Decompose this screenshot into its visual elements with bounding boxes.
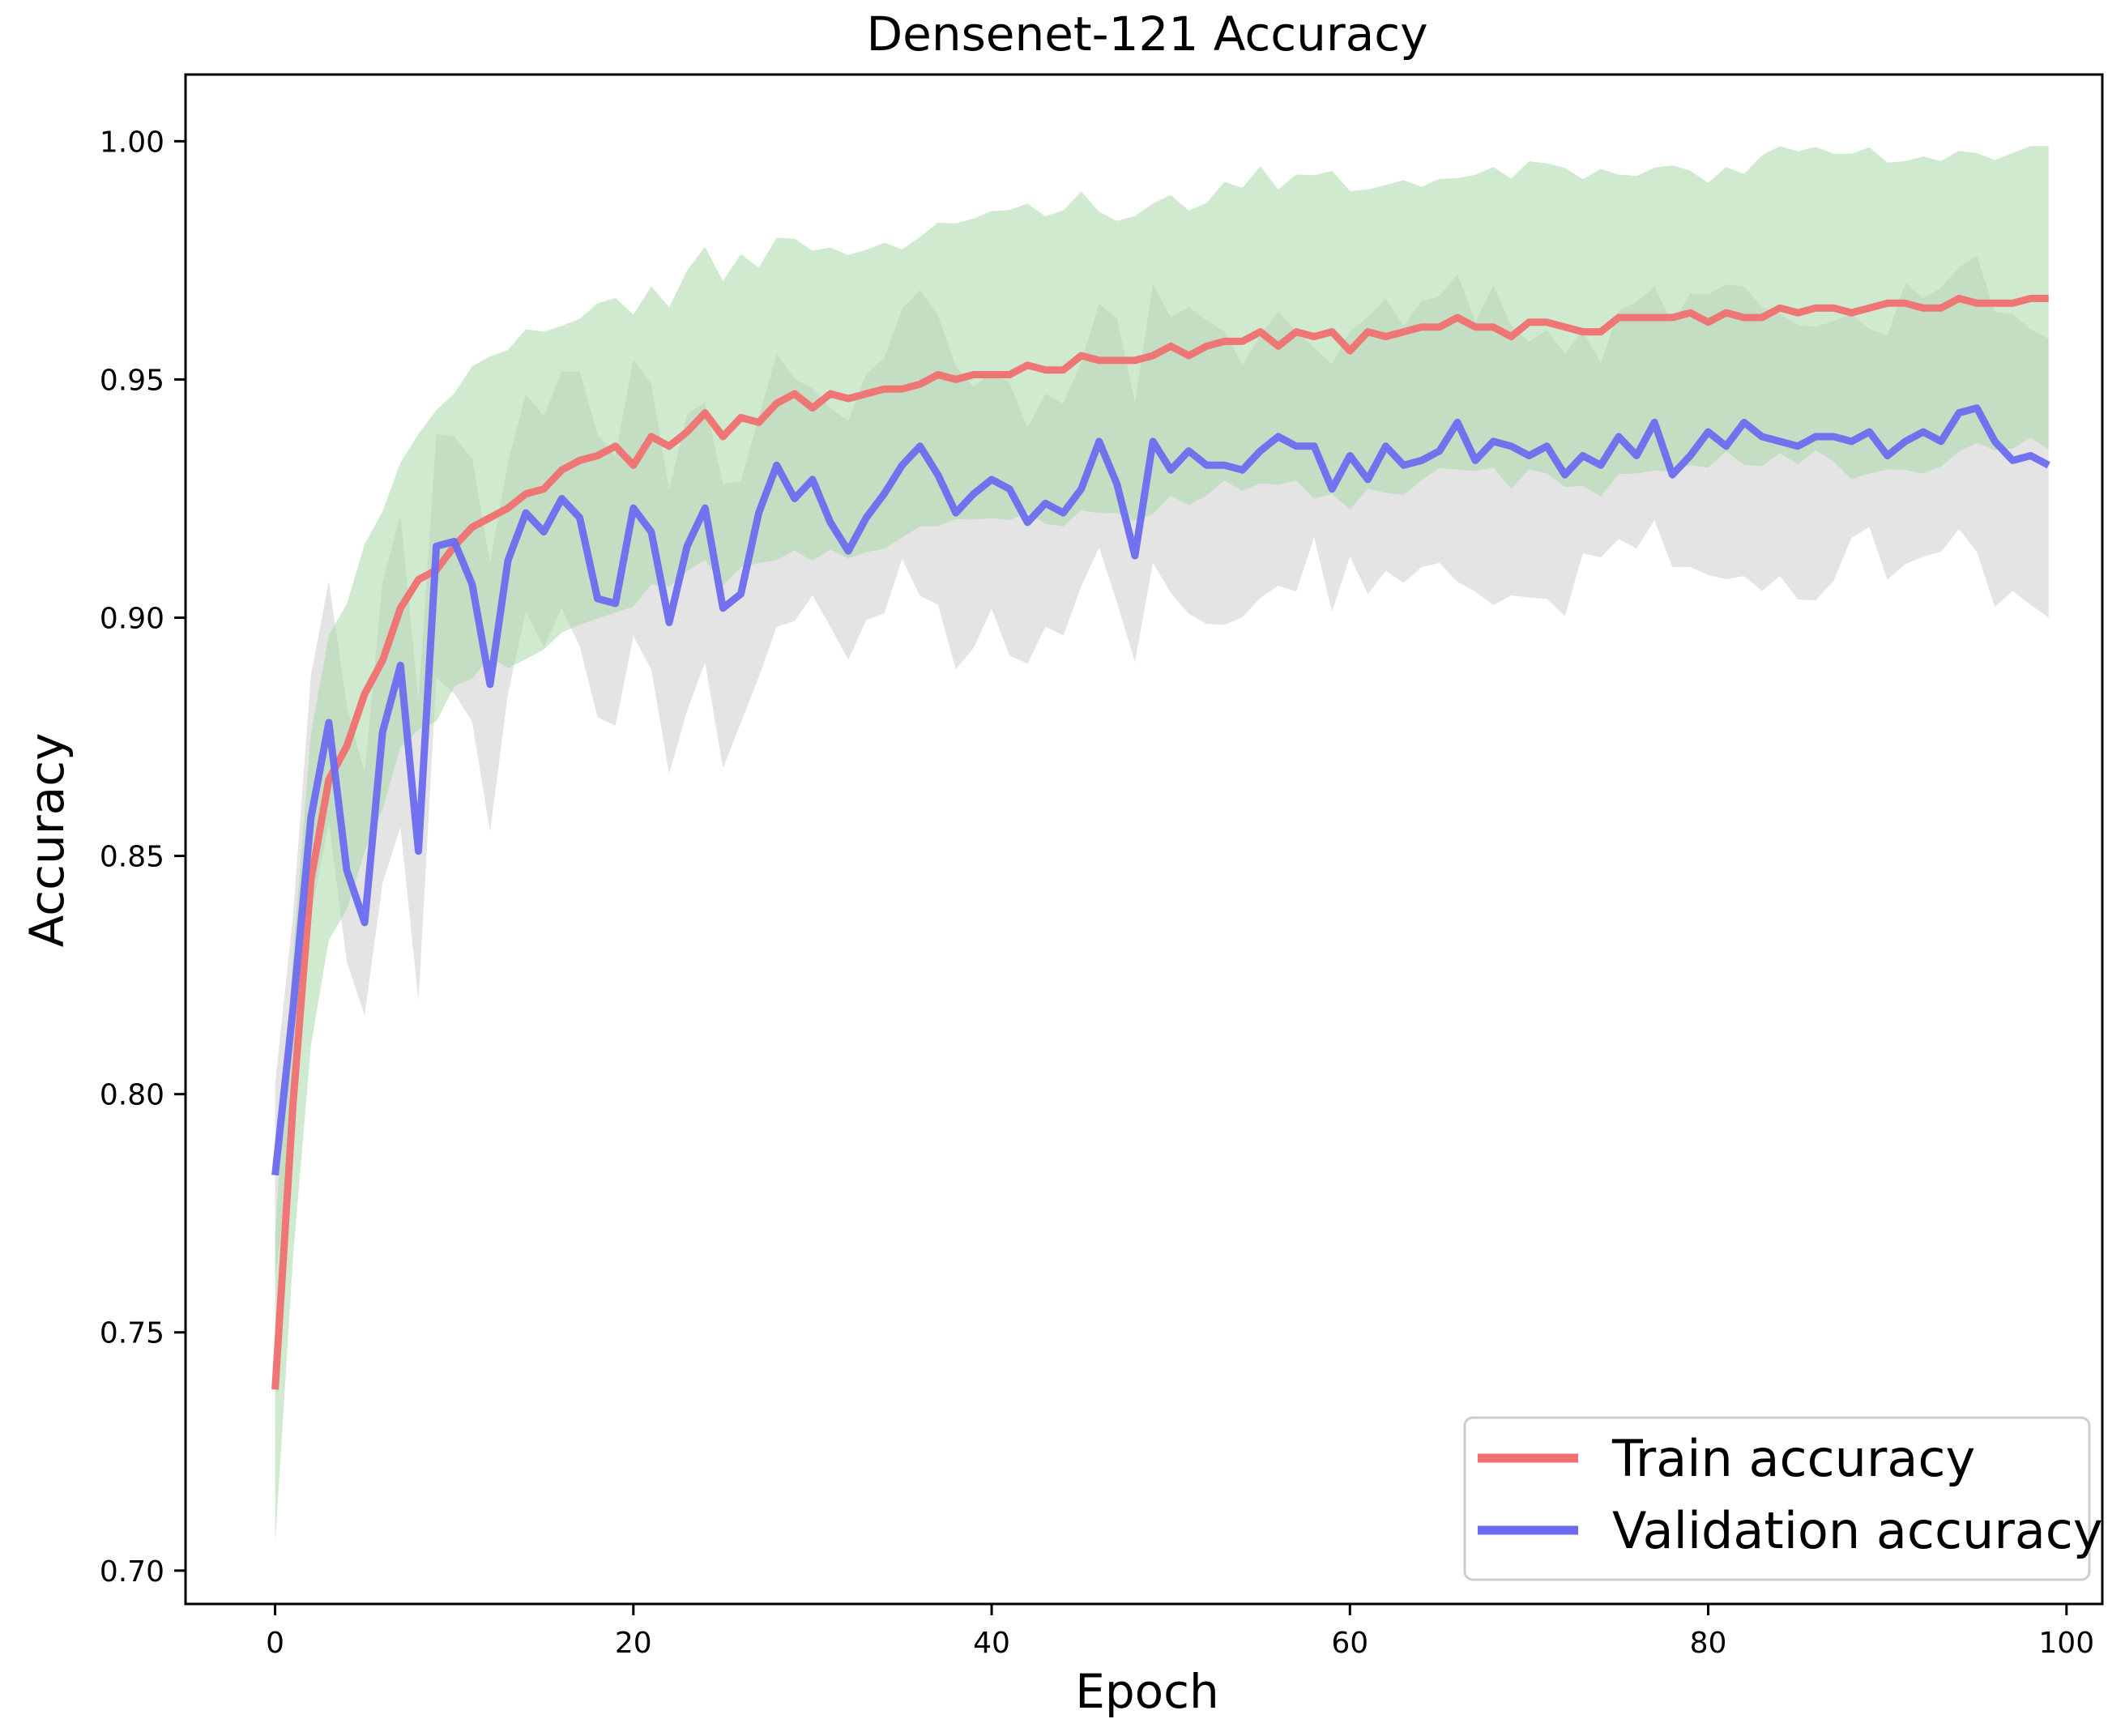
train-accuracy-band — [275, 146, 2049, 1544]
y-tick-label: 0.75 — [100, 1317, 164, 1350]
x-tick-label: 80 — [1690, 1627, 1727, 1660]
y-axis-label: Accuracy — [19, 733, 75, 948]
x-tick-label: 40 — [973, 1627, 1010, 1660]
x-axis-ticks: 0 20 40 60 80 100 — [266, 1604, 2094, 1660]
y-tick-label: 0.90 — [100, 603, 164, 636]
legend: Train accuracy Validation accuracy — [1463, 1416, 2103, 1581]
legend-box — [1463, 1416, 2091, 1581]
x-tick-label: 20 — [615, 1627, 652, 1660]
validation-accuracy-line — [271, 404, 2050, 1176]
plot-frame — [184, 73, 2104, 1606]
series-lines — [271, 294, 2050, 1390]
x-tick-label: 0 — [266, 1627, 284, 1660]
legend-validation-label: Validation accuracy — [1612, 1501, 2103, 1560]
x-tick-label: 100 — [2038, 1627, 2094, 1660]
train-accuracy-line — [271, 294, 2049, 1390]
chart-title: Densenet-121 Accuracy — [866, 6, 1427, 62]
x-tick-label: 60 — [1331, 1627, 1368, 1660]
y-tick-label: 0.70 — [100, 1555, 164, 1589]
y-tick-label: 1.00 — [100, 126, 164, 159]
legend-train-label: Train accuracy — [1611, 1429, 1975, 1488]
y-tick-label: 0.95 — [100, 364, 164, 397]
y-tick-label: 0.80 — [100, 1079, 164, 1112]
confidence-bands — [275, 146, 2049, 1544]
x-axis-label: Epoch — [1075, 1664, 1219, 1719]
y-axis-ticks: 0.70 0.75 0.80 0.85 0.90 0.95 1.00 — [100, 126, 186, 1589]
y-tick-label: 0.85 — [100, 841, 164, 874]
